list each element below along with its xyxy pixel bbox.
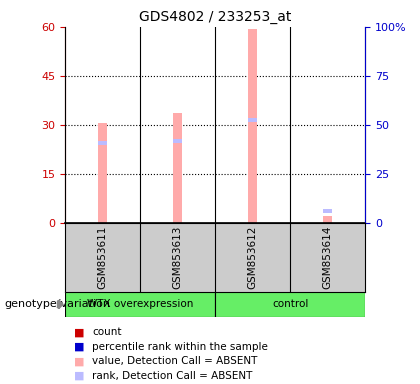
Text: genotype/variation: genotype/variation	[4, 299, 110, 310]
Text: GSM853614: GSM853614	[323, 225, 333, 289]
Bar	[323, 216, 332, 223]
Text: percentile rank within the sample: percentile rank within the sample	[92, 342, 268, 352]
Text: count: count	[92, 327, 122, 337]
Bar	[215, 292, 365, 317]
Text: GDS4802 / 233253_at: GDS4802 / 233253_at	[139, 10, 291, 24]
Text: WTX overexpression: WTX overexpression	[87, 299, 193, 310]
Text: value, Detection Call = ABSENT: value, Detection Call = ABSENT	[92, 356, 258, 366]
Bar	[98, 123, 107, 223]
Text: rank, Detection Call = ABSENT: rank, Detection Call = ABSENT	[92, 371, 253, 381]
Text: ■: ■	[74, 371, 84, 381]
Bar	[173, 113, 182, 223]
Text: GSM853611: GSM853611	[97, 225, 108, 289]
Bar	[248, 28, 257, 223]
Bar	[98, 141, 107, 145]
Text: ■: ■	[74, 342, 84, 352]
Text: ■: ■	[74, 356, 84, 366]
Bar	[65, 292, 215, 317]
Bar	[173, 139, 182, 143]
Text: control: control	[272, 299, 309, 310]
Text: GSM853612: GSM853612	[248, 225, 258, 289]
Text: GSM853613: GSM853613	[173, 225, 183, 289]
Text: ■: ■	[74, 327, 84, 337]
FancyArrow shape	[58, 300, 63, 309]
Bar	[323, 209, 332, 213]
Bar	[248, 118, 257, 122]
